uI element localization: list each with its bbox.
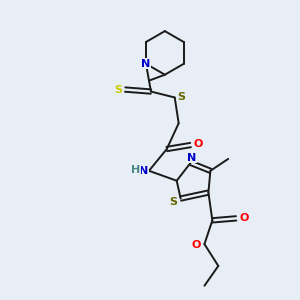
Text: O: O [239, 213, 249, 224]
Text: S: S [114, 85, 122, 94]
Text: S: S [178, 92, 186, 103]
Text: O: O [194, 139, 203, 149]
Text: N: N [140, 166, 148, 176]
Text: N: N [141, 59, 151, 69]
Text: H: H [131, 165, 141, 175]
Text: S: S [170, 196, 178, 206]
Text: N: N [187, 153, 196, 163]
Text: O: O [192, 240, 201, 250]
